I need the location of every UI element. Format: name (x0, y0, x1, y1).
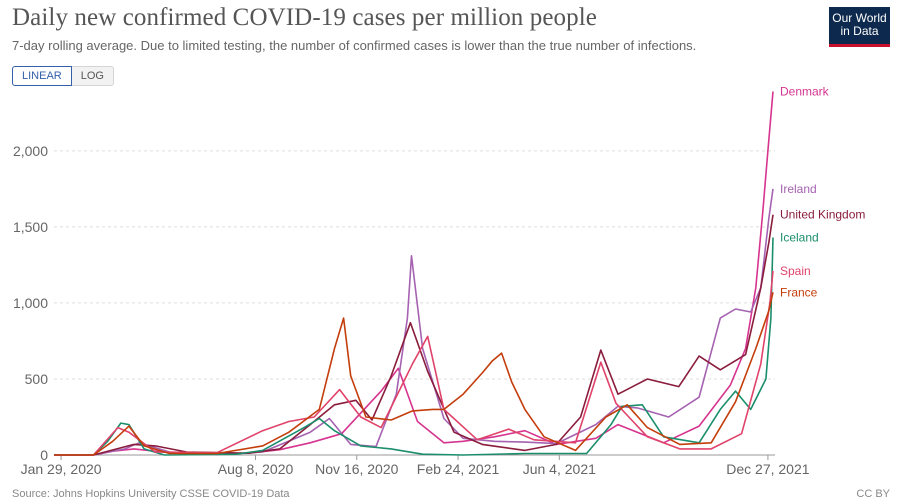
y-tick-label: 1,500 (13, 219, 48, 235)
series-end-label: Spain (780, 264, 811, 278)
logo-line-1: Our World (832, 11, 887, 25)
series-end-label: France (780, 285, 818, 299)
x-tick-label: Jun 4, 2021 (523, 461, 596, 477)
y-tick-label: 0 (40, 447, 48, 463)
series-end-label: Denmark (780, 85, 830, 99)
y-tick-label: 1,000 (13, 295, 48, 311)
chart-subtitle: 7-day rolling average. Due to limited te… (12, 38, 697, 53)
linear-scale-button[interactable]: LINEAR (12, 66, 72, 86)
series-end-label: Ireland (780, 182, 817, 196)
owid-logo[interactable]: Our World in Data (829, 7, 890, 47)
license-label[interactable]: CC BY (856, 488, 890, 500)
x-tick-label: Nov 16, 2020 (315, 461, 398, 477)
series-line-france (54, 292, 774, 456)
x-tick-label: Dec 27, 2021 (726, 461, 809, 477)
series-end-label: Iceland (780, 231, 819, 245)
series-line-united-kingdom (54, 214, 774, 456)
logo-line-2: in Data (840, 24, 879, 38)
series-line-ireland (54, 188, 774, 456)
x-tick-label: Feb 24, 2021 (417, 461, 500, 477)
scale-toggle: LINEAR LOG (12, 66, 114, 86)
source-note[interactable]: Source: Johns Hopkins University CSSE CO… (12, 488, 290, 500)
series-line-spain (54, 270, 774, 456)
chart-title: Daily new confirmed COVID-19 cases per m… (12, 4, 597, 31)
log-scale-button[interactable]: LOG (71, 66, 114, 86)
y-tick-label: 2,000 (13, 143, 48, 159)
x-tick-label: Jan 29, 2020 (21, 461, 102, 477)
x-tick-label: Aug 8, 2020 (218, 461, 294, 477)
series-end-label: United Kingdom (780, 208, 865, 222)
y-tick-label: 500 (25, 371, 49, 387)
